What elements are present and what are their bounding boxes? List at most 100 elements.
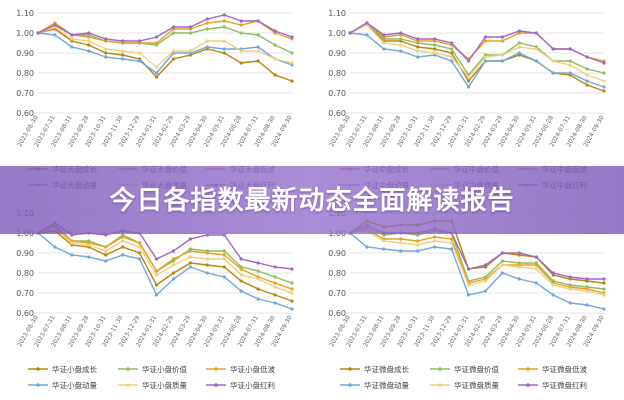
data-point [290, 51, 294, 55]
data-point [138, 39, 142, 43]
data-point [138, 257, 142, 261]
data-point [483, 263, 488, 267]
data-point [290, 281, 294, 285]
data-point [154, 35, 159, 39]
data-point [450, 41, 454, 45]
data-point [87, 35, 91, 39]
data-point [517, 277, 521, 281]
data-point [171, 249, 176, 253]
data-point [256, 19, 260, 23]
data-point [568, 47, 572, 51]
series-line [37, 226, 293, 290]
data-point [70, 241, 74, 245]
data-point [416, 55, 420, 59]
data-point [121, 235, 125, 239]
data-point [256, 287, 260, 291]
legend-marker [126, 383, 130, 387]
chart-svg: 0.600.700.800.901.001.102023-06-302023-0… [16, 209, 294, 390]
data-point [365, 21, 369, 25]
data-point [70, 37, 74, 41]
y-tick-label: 0.80 [328, 69, 346, 78]
data-point [416, 37, 420, 41]
data-point [500, 53, 504, 57]
y-tick-label: 0.80 [16, 69, 34, 78]
data-point [256, 33, 260, 37]
data-point [154, 71, 159, 75]
data-point [500, 271, 504, 275]
data-point [585, 303, 589, 307]
data-point [450, 59, 454, 63]
data-point [290, 287, 294, 291]
data-point [222, 25, 226, 29]
data-point [222, 19, 226, 23]
data-point [53, 23, 57, 27]
series-line [349, 232, 605, 310]
data-point [87, 43, 91, 47]
data-point [273, 57, 277, 61]
data-point [273, 265, 277, 269]
data-point [568, 63, 572, 67]
data-point [602, 71, 606, 75]
data-point [365, 33, 369, 37]
legend-label: 华证小盘红利 [230, 380, 275, 390]
data-point [290, 307, 294, 311]
data-point [104, 51, 108, 55]
data-point [222, 257, 226, 261]
data-point [602, 293, 606, 297]
chart-panel-large-cap: 0.60 0.70 0.80 0.90 1.00 1.10 2023-06-30 2023-0… [0, 0, 312, 200]
data-point [70, 45, 74, 49]
data-point [500, 39, 504, 43]
series-line [37, 24, 293, 54]
data-point [585, 277, 589, 281]
data-point [568, 71, 572, 75]
data-point [466, 293, 471, 297]
data-point [256, 49, 260, 53]
data-point [188, 25, 192, 29]
data-point [205, 21, 209, 25]
y-tick-label: 0.80 [328, 269, 346, 278]
data-point [416, 45, 420, 49]
data-point [138, 245, 142, 249]
data-point [104, 259, 108, 263]
series-line [37, 20, 293, 44]
data-point [87, 49, 91, 53]
data-point [273, 29, 277, 33]
legend-marker [438, 367, 442, 371]
data-point [171, 277, 176, 281]
data-point [273, 43, 277, 47]
data-point [205, 45, 209, 49]
data-point [534, 281, 538, 285]
data-point [382, 47, 386, 51]
data-point [53, 245, 57, 249]
data-point [188, 261, 192, 265]
data-point [154, 273, 159, 277]
data-point [602, 79, 606, 83]
data-point [121, 239, 125, 243]
data-point [399, 43, 403, 47]
data-point [171, 57, 176, 61]
data-point [104, 37, 108, 41]
data-point [104, 55, 108, 59]
chart-panel-small-cap: 0.600.700.800.901.001.102023-06-302023-0… [0, 200, 312, 400]
data-point [205, 39, 209, 43]
data-point [290, 299, 294, 303]
data-point [154, 269, 159, 273]
data-point [104, 253, 108, 257]
series-line [37, 224, 293, 284]
series-line [349, 22, 605, 77]
data-point [188, 49, 192, 53]
legend-marker [214, 383, 218, 387]
data-point [121, 49, 125, 53]
data-point [416, 239, 420, 243]
series-line [37, 230, 293, 302]
data-point [154, 65, 159, 69]
series-line [37, 14, 293, 42]
data-point [104, 47, 108, 51]
y-tick-label: 0.90 [16, 49, 34, 58]
data-point [222, 47, 226, 51]
data-point [433, 47, 437, 51]
y-tick-label: 0.70 [16, 289, 34, 298]
data-point [534, 47, 538, 51]
y-tick-label: 0.90 [328, 49, 346, 58]
data-point [483, 39, 488, 43]
